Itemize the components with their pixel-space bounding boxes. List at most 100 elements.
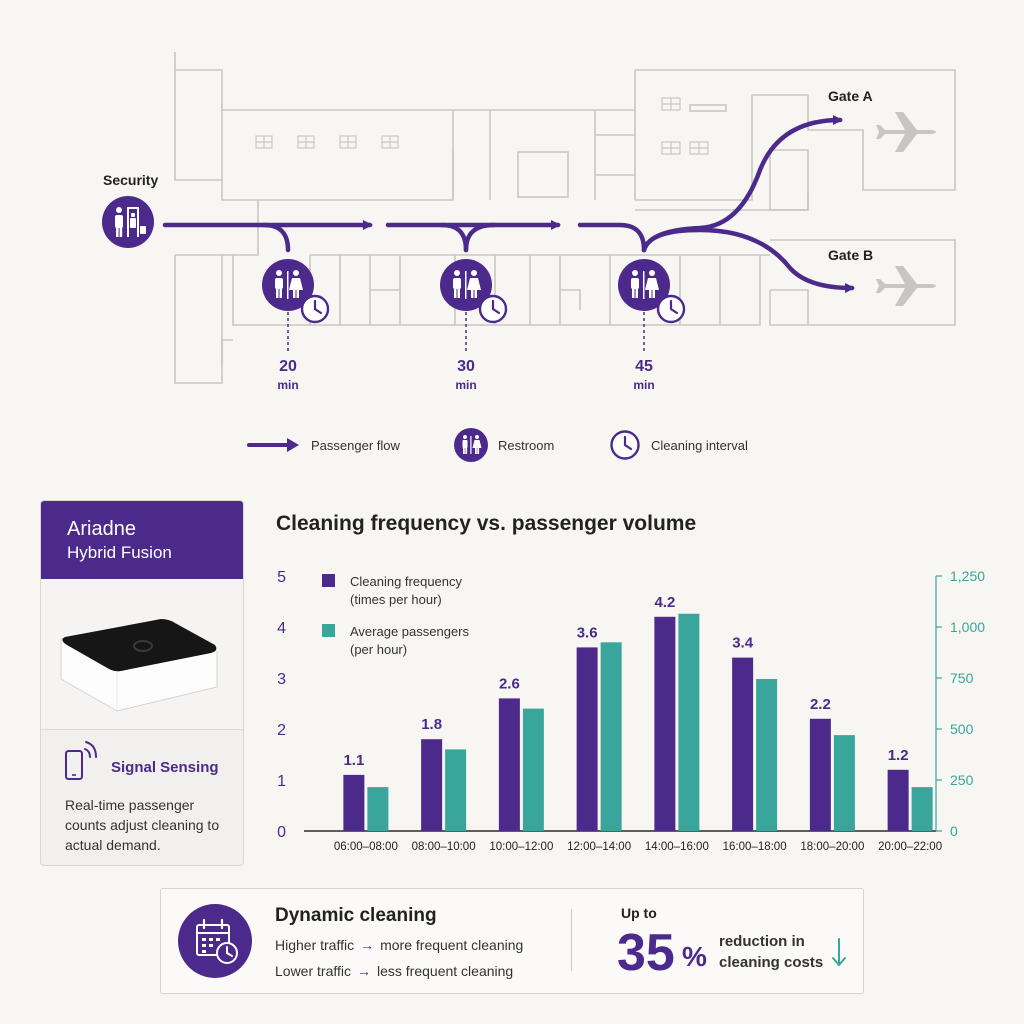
left-tick-label: 3 <box>277 671 286 688</box>
right-tick-label: 1,250 <box>950 568 985 584</box>
left-tick-label: 0 <box>277 824 286 841</box>
interval-unit-1: min <box>277 378 299 392</box>
legend-sublabel: (times per hour) <box>350 592 442 607</box>
bar-value-label: 2.2 <box>810 696 831 713</box>
legend-flow: Passenger flow <box>247 436 400 454</box>
summary-line-lower: Lower traffic → less frequent cleaning <box>275 963 513 979</box>
x-tick-label: 06:00–08:00 <box>334 841 398 853</box>
bar-cleaning-frequency <box>887 769 909 831</box>
clock-icon <box>656 294 686 324</box>
percent-value: 35 <box>617 924 675 982</box>
device-subtitle: Hybrid Fusion <box>67 543 172 562</box>
arrow-icon: → <box>357 963 371 979</box>
bar-average-passengers <box>445 749 467 831</box>
clock-icon <box>478 294 508 324</box>
legend-swatch <box>322 624 335 637</box>
legend-restroom-label: Restroom <box>498 437 555 453</box>
more-cleaning-label: more frequent cleaning <box>380 937 524 953</box>
interval-unit-3: min <box>633 378 655 392</box>
higher-traffic-label: Higher traffic <box>275 937 355 953</box>
right-tick-label: 750 <box>950 670 974 686</box>
bar-cleaning-frequency <box>343 774 365 831</box>
x-tick-label: 18:00–20:00 <box>800 841 864 853</box>
gate-b-label: Gate B <box>828 247 874 263</box>
bar-average-passengers <box>522 708 544 831</box>
card-divider <box>41 729 243 730</box>
summary-line-higher: Higher traffic → more frequent cleaning <box>275 937 523 953</box>
restroom-icon <box>454 428 488 462</box>
bar-cleaning-frequency <box>732 657 754 831</box>
device-title: Ariadne <box>67 518 136 540</box>
interval-value-3: 45 <box>635 358 653 375</box>
bar-value-label: 4.2 <box>654 594 675 611</box>
device-card-header: Ariadne Hybrid Fusion <box>41 501 243 579</box>
phone-signal-icon <box>63 737 103 792</box>
lower-traffic-label: Lower traffic <box>275 963 351 979</box>
bar-value-label: 3.6 <box>577 624 598 641</box>
security-icon <box>102 196 154 248</box>
x-tick-label: 14:00–16:00 <box>645 841 709 853</box>
up-to-label: Up to <box>621 905 657 921</box>
bar-average-passengers <box>600 642 622 831</box>
feature-title: Signal Sensing <box>111 759 219 776</box>
device-image <box>41 579 243 729</box>
bar-average-passengers <box>756 679 778 831</box>
calendar-clock-icon <box>177 903 253 984</box>
restroom-marker-3 <box>617 259 687 329</box>
left-tick-label: 4 <box>277 620 286 637</box>
bar-average-passengers <box>367 787 389 831</box>
plane-icon-b <box>876 266 936 306</box>
gate-a-label: Gate A <box>828 88 873 104</box>
right-tick-label: 0 <box>950 823 958 839</box>
bar-cleaning-frequency <box>421 739 443 831</box>
reduction-text: reduction in cleaning costs <box>719 933 824 971</box>
x-tick-label: 10:00–12:00 <box>489 841 553 853</box>
clock-icon <box>300 294 330 324</box>
bar-cleaning-frequency <box>654 616 676 831</box>
legend-label: Average passengers <box>350 624 470 639</box>
security-label: Security <box>103 172 159 188</box>
summary-box: Dynamic cleaning Higher traffic → more fre… <box>160 888 864 994</box>
bar-average-passengers <box>833 735 855 831</box>
legend-label: Cleaning frequency <box>350 574 463 589</box>
interval-value-1: 20 <box>279 358 297 375</box>
bar-value-label: 3.4 <box>732 635 754 652</box>
bar-chart: 0 1 2 3 4 5 0 250 500 750 1,000 1,250 1.1 06:00–08:00… <box>277 568 985 853</box>
bar-average-passengers <box>911 787 933 831</box>
legend-restroom: Restroom <box>454 428 554 462</box>
bar-cleaning-frequency <box>809 718 831 831</box>
bar-value-label: 1.8 <box>421 716 442 733</box>
right-tick-label: 500 <box>950 721 974 737</box>
right-tick-label: 1,000 <box>950 619 985 635</box>
left-tick-label: 1 <box>277 773 286 790</box>
summary-divider <box>571 909 572 971</box>
arrow-icon <box>247 438 299 452</box>
percent-sign: % <box>682 941 707 972</box>
bar-average-passengers <box>678 613 700 831</box>
legend-sublabel: (per hour) <box>350 642 407 657</box>
bar-value-label: 2.6 <box>499 675 520 692</box>
feature-description: Real-time passenger counts adjust cleani… <box>65 797 220 853</box>
left-tick-label: 5 <box>277 569 286 586</box>
bar-cleaning-frequency <box>576 647 598 831</box>
x-tick-label: 12:00–14:00 <box>567 841 631 853</box>
right-tick-label: 250 <box>950 772 974 788</box>
interval-value-2: 30 <box>457 358 475 375</box>
restroom-marker-2 <box>439 259 509 329</box>
interval-unit-2: min <box>455 378 477 392</box>
legend-swatch <box>322 574 335 587</box>
left-tick-label: 2 <box>277 722 286 739</box>
device-card: Ariadne Hybrid Fusion Signal Sensing Rea… <box>40 500 244 866</box>
clock-icon <box>610 430 640 460</box>
restroom-marker-1 <box>261 259 331 329</box>
less-cleaning-label: less frequent cleaning <box>377 963 514 979</box>
bar-cleaning-frequency <box>498 698 520 831</box>
legend-flow-label: Passenger flow <box>311 437 400 453</box>
down-arrow-icon <box>831 937 847 974</box>
x-tick-label: 08:00–10:00 <box>412 841 476 853</box>
x-tick-label: 20:00–22:00 <box>878 841 942 853</box>
plane-icon-a <box>876 112 936 152</box>
summary-title: Dynamic cleaning <box>275 905 437 926</box>
bar-value-label: 1.1 <box>343 752 364 769</box>
legend-interval: Cleaning interval <box>609 429 748 461</box>
